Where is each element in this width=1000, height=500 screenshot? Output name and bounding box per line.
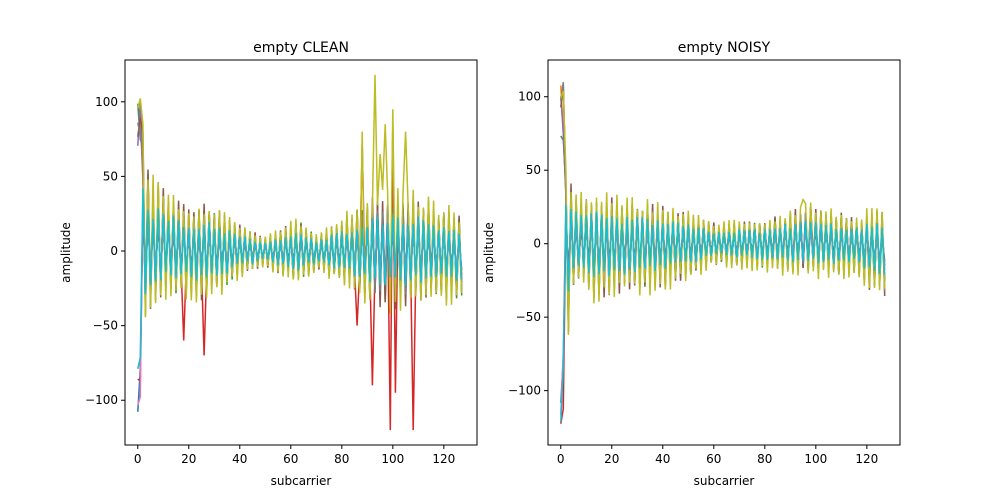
x-tick-label: 40 — [232, 452, 247, 466]
series-line-10 — [560, 204, 886, 422]
series-group — [560, 82, 886, 424]
series-line-9 — [137, 74, 463, 318]
x-tick-label: 120 — [855, 452, 878, 466]
x-tick-label: 0 — [557, 452, 565, 466]
x-tick-label: 20 — [604, 452, 619, 466]
chart-title: empty NOISY — [678, 40, 771, 56]
x-tick-label: 80 — [757, 452, 772, 466]
x-tick-label: 40 — [655, 452, 670, 466]
y-tick-label: 0 — [533, 237, 541, 251]
x-tick-label: 60 — [283, 452, 298, 466]
x-tick-label: 120 — [432, 452, 455, 466]
series-group — [137, 74, 463, 431]
series-line-9 — [560, 90, 886, 335]
y-tick-label: 100 — [95, 95, 118, 109]
y-tick-label: −50 — [93, 319, 118, 333]
series-line-10 — [137, 188, 463, 370]
y-tick-label: 50 — [526, 163, 541, 177]
y-tick-label: −100 — [508, 384, 541, 398]
y-tick-label: −100 — [85, 393, 118, 407]
axes-frame — [124, 59, 478, 446]
chart-panel-clean: empty CLEAN subcarrier amplitude 0 20 40 60… — [59, 40, 478, 488]
y-tick-label: 50 — [103, 169, 118, 183]
series-line-6 — [560, 85, 886, 333]
x-axis-label: subcarrier — [271, 474, 332, 488]
y-axis-label: amplitude — [59, 222, 73, 283]
y-tick-label: −50 — [516, 310, 541, 324]
y-tick-label: 0 — [110, 244, 118, 258]
x-tick-label: 60 — [706, 452, 721, 466]
x-tick-label: 100 — [804, 452, 827, 466]
x-tick-label: 20 — [181, 452, 196, 466]
x-axis-label: subcarrier — [694, 474, 755, 488]
x-tick-label: 100 — [381, 452, 404, 466]
x-tick-label: 80 — [334, 452, 349, 466]
chart-title: empty CLEAN — [253, 40, 349, 56]
chart-panel-noisy: empty NOISY subcarrier amplitude 0 20 40 60… — [482, 40, 901, 488]
axes-frame — [547, 59, 901, 446]
x-tick-label: 0 — [134, 452, 142, 466]
y-tick-label: 100 — [518, 90, 541, 104]
y-axis-label: amplitude — [482, 222, 496, 283]
